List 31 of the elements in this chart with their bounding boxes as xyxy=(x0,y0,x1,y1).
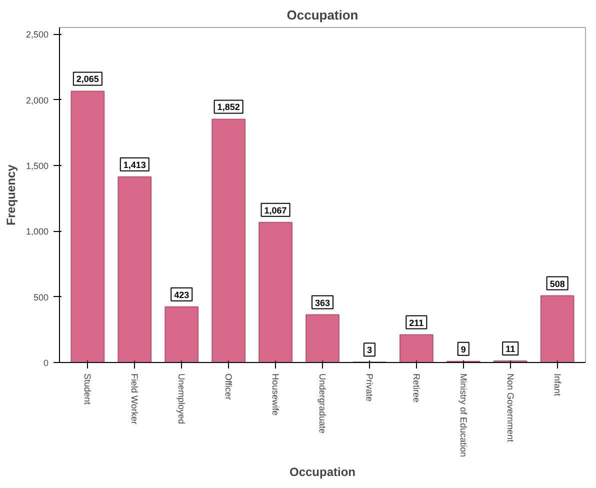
data-label: 1,852 xyxy=(217,102,240,112)
y-tick-label: 1,500 xyxy=(26,160,49,171)
data-label: 3 xyxy=(366,345,372,356)
y-tick-label: 0 xyxy=(43,358,49,368)
x-tick-label: Retiree xyxy=(411,374,422,403)
data-label: 11 xyxy=(506,344,516,354)
y-tick-label: 2,000 xyxy=(26,95,49,106)
x-tick-label: Ministry of Education xyxy=(458,374,468,458)
x-tick-label: Unemployed xyxy=(176,374,187,424)
chart-title: Occupation xyxy=(286,8,358,22)
x-tick-label: Housewife xyxy=(270,374,281,416)
y-axis-title: Frequency xyxy=(4,164,18,226)
y-tick-label: 2,500 xyxy=(26,30,49,40)
x-tick-label: Private xyxy=(364,374,374,402)
data-label: 1,413 xyxy=(123,160,146,170)
x-tick-label: Undergraduate xyxy=(318,374,328,434)
x-tick-label: Student xyxy=(82,374,93,406)
data-label: 2,065 xyxy=(76,74,99,84)
data-label: 508 xyxy=(550,278,565,289)
x-axis-title: Occupation xyxy=(289,465,356,480)
data-label: 1,067 xyxy=(264,205,287,216)
y-tick-label: 500 xyxy=(33,292,49,302)
x-tick-label: Non Government xyxy=(505,374,516,443)
data-label: 9 xyxy=(460,344,466,354)
x-tick-label: Officer xyxy=(224,374,234,400)
data-label: 211 xyxy=(409,318,424,328)
x-tick-label: Field Worker xyxy=(130,374,140,424)
data-label: 363 xyxy=(314,298,330,308)
x-tick-label: Infant xyxy=(552,374,562,397)
y-tick-label: 1,000 xyxy=(26,226,49,237)
data-label: 423 xyxy=(174,290,190,300)
